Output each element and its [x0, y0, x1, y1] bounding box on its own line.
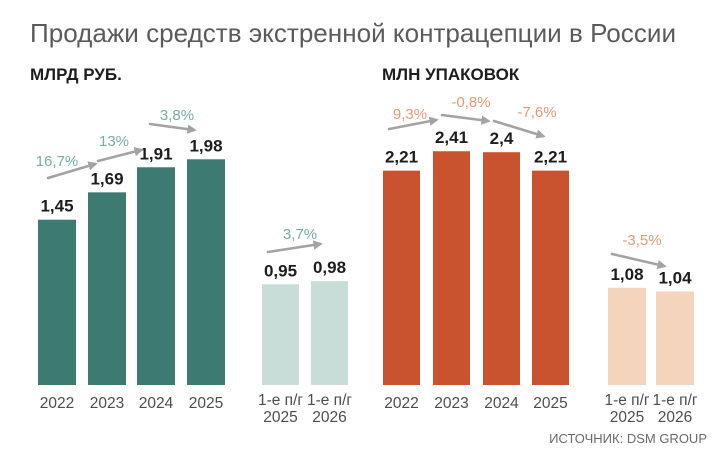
value-label: 1,04 [658, 268, 692, 287]
bar-packs-2023 [433, 151, 470, 385]
bar-revenue-2022 [38, 219, 76, 385]
value-label: 0,98 [313, 258, 346, 277]
growth-arrow [610, 252, 667, 270]
bar-revenue-2025 [187, 159, 225, 385]
growth-label: 3,8% [160, 107, 194, 124]
category-label: 2026 [658, 409, 692, 426]
category-label: 2022 [384, 395, 418, 412]
growth-label: -0,8% [451, 94, 490, 111]
chart-revenue: МЛРД РУБ. 1,45 2022 1,69 2023 1,91 2024 1,98 202… [30, 65, 352, 426]
chart-packs: МЛН УПАКОВОК 2,21 2022 2,41 2023 2,4 2024 2,21 2… [382, 65, 698, 426]
charts-area: МЛРД РУБ. 1,45 2022 1,69 2023 1,91 2024 1,98 202… [30, 65, 698, 426]
growth-arrow [96, 147, 144, 163]
category-label: 2025 [263, 409, 297, 426]
category-label: 2024 [484, 395, 519, 412]
bar-packs-2025 [532, 170, 569, 385]
growth-label: -7,6% [517, 104, 556, 121]
chart-heading: МЛРД РУБ. [30, 65, 122, 84]
growth-arrow [492, 119, 546, 139]
bar-packs-2022 [383, 170, 420, 385]
bar-revenue-2023 [88, 192, 126, 385]
growth-label: -3,5% [622, 232, 661, 249]
category-label: 2024 [139, 395, 174, 412]
category-label: 1-е п/г [604, 392, 649, 409]
bar-revenue-2024 [137, 167, 175, 385]
category-label: 2025 [610, 409, 644, 426]
page-title: Продажи средств экстренной контрацепции … [30, 18, 676, 48]
category-label: 1-е п/г [307, 392, 352, 409]
value-label: 0,95 [264, 261, 297, 280]
bar-packs-h1-2025 [608, 287, 646, 385]
bar-revenue-h1-2026 [311, 281, 348, 385]
category-label: 2022 [40, 395, 74, 412]
growth-label: 9,3% [393, 106, 427, 123]
value-label: 1,91 [139, 144, 172, 163]
source-note: ИСТОЧНИК: DSM GROUP [549, 431, 707, 446]
growth-label: 13% [99, 133, 129, 150]
value-label: 1,45 [40, 197, 73, 216]
category-label: 2026 [312, 409, 346, 426]
bar-packs-2024 [483, 152, 520, 385]
category-label: 2025 [533, 395, 567, 412]
value-label: 1,98 [189, 136, 222, 155]
value-label: 2,21 [385, 148, 418, 167]
value-label: 1,08 [610, 265, 643, 284]
growth-label: 16,7% [36, 153, 79, 170]
growth-arrow [266, 240, 323, 254]
bar-packs-h1-2026 [656, 291, 694, 385]
growth-arrow [46, 161, 98, 180]
value-label: 2,21 [534, 148, 567, 167]
value-label: 2,41 [435, 128, 468, 147]
category-label: 2023 [434, 395, 468, 412]
value-label: 2,4 [490, 129, 514, 148]
category-label: 1-е п/г [652, 392, 697, 409]
growth-label: 3,7% [283, 226, 317, 243]
growth-arrow [148, 122, 197, 134]
category-label: 1-е п/г [258, 392, 303, 409]
growth-arrow [387, 116, 439, 131]
growth-arrow [440, 113, 491, 125]
chart-heading: МЛН УПАКОВОК [382, 65, 520, 84]
category-label: 2023 [90, 395, 124, 412]
value-label: 1,69 [90, 169, 123, 188]
bar-revenue-h1-2025 [262, 284, 299, 385]
category-label: 2025 [189, 395, 223, 412]
